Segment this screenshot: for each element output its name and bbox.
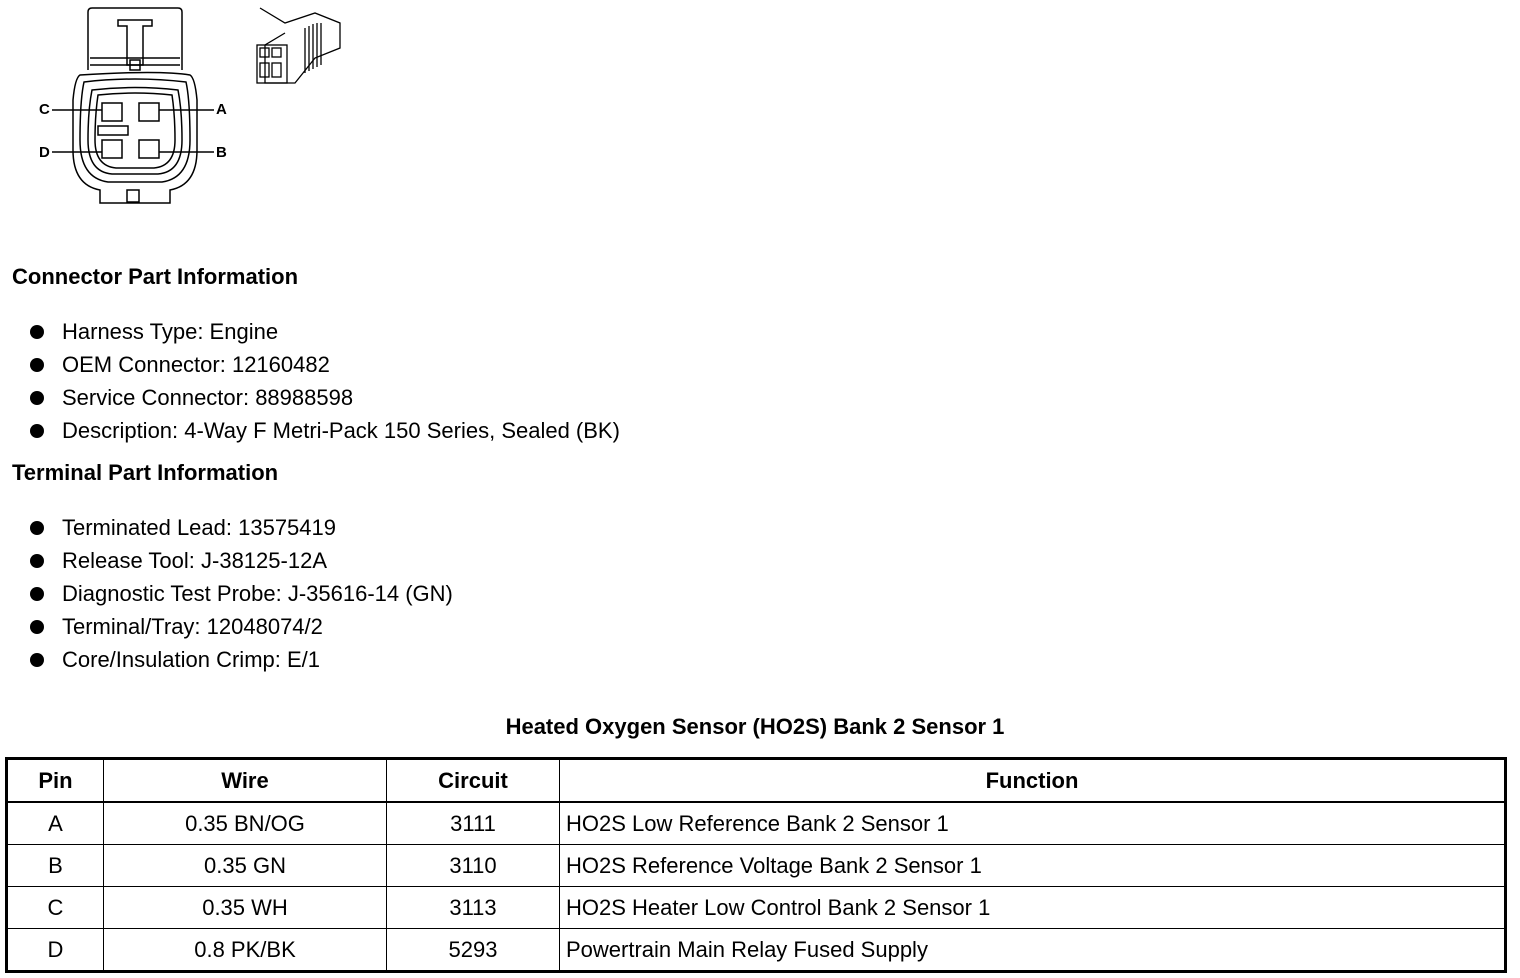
- item-text: Description: 4-Way F Metri-Pack 150 Seri…: [62, 418, 620, 443]
- header-wire: Wire: [103, 758, 387, 803]
- table-row: D 0.8 PK/BK 5293 Powertrain Main Relay Fuse…: [6, 928, 1506, 972]
- connector-isometric-image: [256, 7, 341, 84]
- pin-label-b: B: [216, 144, 227, 161]
- list-item: Description: 4-Way F Metri-Pack 150 Seri…: [28, 414, 620, 447]
- list-item: OEM Connector: 12160482: [28, 348, 620, 381]
- bullet-icon: [30, 653, 44, 667]
- cell-wire: 0.35 GN: [103, 844, 387, 887]
- list-item: Diagnostic Test Probe: J-35616-14 (GN): [28, 577, 453, 610]
- header-pin: Pin: [6, 758, 104, 803]
- table-row: B 0.35 GN 3110 HO2S Reference Voltage Bank …: [6, 844, 1506, 887]
- connector-part-list: Harness Type: Engine OEM Connector: 1216…: [28, 315, 620, 447]
- bullet-icon: [30, 620, 44, 634]
- table-title: Heated Oxygen Sensor (HO2S) Bank 2 Senso…: [505, 714, 1005, 739]
- bullet-icon: [30, 424, 44, 438]
- list-item: Terminal/Tray: 12048074/2: [28, 610, 453, 643]
- cell-pin: D: [6, 928, 104, 972]
- pin-label-c: C: [39, 101, 50, 118]
- pin-label-a: A: [216, 101, 227, 118]
- item-text: OEM Connector: 12160482: [62, 352, 330, 377]
- terminal-part-list: Terminated Lead: 13575419 Release Tool: …: [28, 511, 453, 676]
- item-text: Release Tool: J-38125-12A: [62, 548, 327, 573]
- bullet-icon: [30, 554, 44, 568]
- table-row: C 0.35 WH 3113 HO2S Heater Low Control Bank…: [6, 886, 1506, 929]
- cell-wire: 0.35 WH: [103, 886, 387, 929]
- list-item: Release Tool: J-38125-12A: [28, 544, 453, 577]
- cell-wire: 0.8 PK/BK: [103, 928, 387, 972]
- cell-circuit: 3113: [386, 886, 560, 929]
- cell-function: HO2S Heater Low Control Bank 2 Sensor 1: [559, 886, 1506, 929]
- pin-label-d: D: [39, 144, 50, 161]
- item-text: Terminal/Tray: 12048074/2: [62, 614, 323, 639]
- table-header-row: Pin Wire Circuit Function: [6, 758, 1506, 803]
- cell-pin: A: [6, 801, 104, 845]
- list-item: Terminated Lead: 13575419: [28, 511, 453, 544]
- item-text: Diagnostic Test Probe: J-35616-14 (GN): [62, 581, 453, 606]
- connector-face-diagram: [52, 7, 214, 204]
- cell-circuit: 3110: [386, 844, 560, 887]
- cell-pin: B: [6, 844, 104, 887]
- header-function: Function: [559, 758, 1506, 803]
- list-item: Core/Insulation Crimp: E/1: [28, 643, 453, 676]
- item-text: Core/Insulation Crimp: E/1: [62, 647, 320, 672]
- terminal-part-heading: Terminal Part Information: [12, 460, 279, 485]
- bullet-icon: [30, 521, 44, 535]
- cell-function: Powertrain Main Relay Fused Supply: [559, 928, 1506, 972]
- bullet-icon: [30, 325, 44, 339]
- cell-function: HO2S Reference Voltage Bank 2 Sensor 1: [559, 844, 1506, 887]
- cell-wire: 0.35 BN/OG: [103, 801, 387, 845]
- cell-circuit: 5293: [386, 928, 560, 972]
- table-row: A 0.35 BN/OG 3111 HO2S Low Reference Bank 2…: [6, 801, 1506, 845]
- item-text: Terminated Lead: 13575419: [62, 515, 336, 540]
- cell-circuit: 3111: [386, 801, 560, 845]
- cell-function: HO2S Low Reference Bank 2 Sensor 1: [559, 801, 1506, 845]
- item-text: Harness Type: Engine: [62, 319, 279, 344]
- list-item: Harness Type: Engine: [28, 315, 620, 348]
- bullet-icon: [30, 358, 44, 372]
- bullet-icon: [30, 391, 44, 405]
- pinout-table: Pin Wire Circuit Function A 0.35 BN/OG 311…: [5, 757, 1507, 973]
- cell-pin: C: [6, 886, 104, 929]
- item-text: Service Connector: 88988598: [62, 385, 354, 410]
- bullet-icon: [30, 587, 44, 601]
- connector-part-heading: Connector Part Information: [12, 264, 299, 289]
- header-circuit: Circuit: [386, 758, 560, 803]
- list-item: Service Connector: 88988598: [28, 381, 620, 414]
